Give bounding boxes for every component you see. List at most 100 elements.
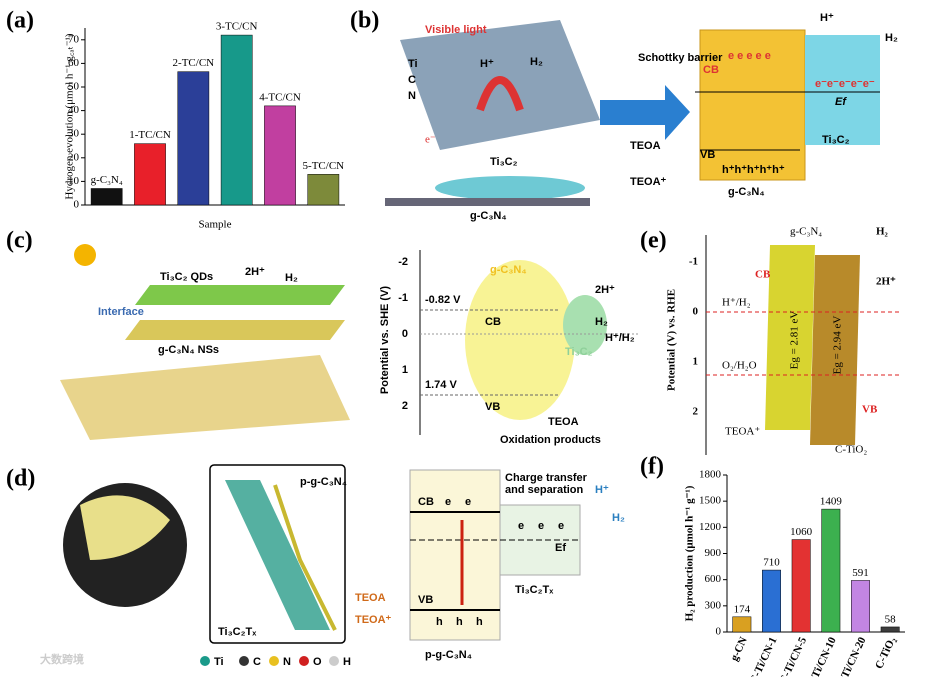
label: H₂ [612, 512, 625, 524]
label: Ti [408, 58, 418, 70]
label: g-C₃N₄ [790, 226, 822, 238]
y-tick-label: 50 [68, 81, 80, 93]
gcn-band [765, 245, 815, 430]
label: Ti₃C₂ [490, 156, 518, 168]
sun [74, 244, 96, 266]
y-axis-label: Hydrogen evolution (μmol h⁻¹ g꜀ₐₜ⁻¹) [64, 33, 76, 199]
y-tick-label: 1800 [699, 469, 722, 481]
sheet [80, 495, 170, 560]
label: VB [485, 401, 500, 413]
x-tick-label: C-Ti/CN-5 [777, 635, 809, 677]
value-label: 174 [734, 603, 751, 615]
label: g-C₃N₄ [470, 210, 507, 222]
tick-label: 2 [693, 406, 699, 418]
label: H₂ [285, 272, 298, 284]
label: e [445, 496, 451, 508]
y-tick-label: 300 [705, 599, 722, 611]
category-label: 5-TC/CN [303, 160, 345, 172]
tio2-band [810, 255, 860, 445]
label: CB [418, 496, 434, 508]
label: Ef [555, 542, 566, 554]
y-tick-label: 10 [68, 175, 80, 187]
y-tick-label: 1200 [699, 521, 722, 533]
label: h [436, 616, 443, 628]
y-tick-label: 900 [705, 547, 722, 559]
label: Ti₃C₂ [565, 346, 593, 358]
category-label: g-C₃N₄ [91, 174, 123, 186]
label: H⁺ [480, 58, 494, 70]
label: e [465, 496, 471, 508]
label: e e e e e [728, 50, 771, 62]
bar [90, 188, 123, 206]
y-tick-label: 0 [74, 199, 80, 211]
tick-label: 0 [402, 328, 408, 340]
ti3c2-layer [435, 176, 585, 200]
panel-label: (c) [6, 228, 33, 254]
x-tick-label: g-CN [728, 635, 749, 663]
y-tick-label: 70 [68, 33, 80, 45]
label: VB [700, 149, 715, 161]
bar [177, 71, 210, 206]
qds-layer [135, 285, 345, 305]
panel-label: (f) [640, 454, 664, 480]
label: e [558, 520, 564, 532]
mxene [225, 480, 330, 630]
bar [880, 626, 900, 633]
label: e⁻ [425, 134, 436, 146]
label: TEOA [548, 416, 579, 428]
value-label: 710 [763, 557, 780, 569]
label: Ti₃C₂ QDs [160, 271, 213, 283]
label: h [476, 616, 483, 628]
label: H₂ [876, 226, 889, 238]
pgcn-block [409, 469, 501, 641]
label: C [408, 74, 416, 86]
label: H₂ [595, 316, 608, 328]
legend: Ti [214, 656, 224, 668]
label: TEOA [355, 592, 386, 604]
gcn-block [699, 29, 806, 181]
label: Eg = 2.94 eV [832, 316, 844, 375]
label: O₂/H₂O [722, 360, 757, 372]
label: TEOA⁺ [630, 176, 667, 188]
legend-dot [200, 656, 210, 666]
y-tick-label: 30 [68, 128, 80, 140]
bar [821, 508, 841, 633]
panel-b: Visible light Ti C N H⁺ H₂ e⁻ Ti₃C₂ g-C₃… [385, 12, 898, 222]
label: Visible light [425, 24, 487, 36]
label: CB [755, 269, 771, 281]
label: Oxidation products [500, 434, 601, 446]
tick-label: -1 [689, 256, 698, 268]
y-tick-label: 40 [68, 104, 80, 116]
legend: O [313, 656, 322, 668]
legend: C [253, 656, 261, 668]
sheet [60, 355, 350, 440]
label: 2H⁺ [595, 284, 615, 296]
pgcn [273, 484, 337, 631]
y-tick-label: 60 [68, 57, 80, 69]
label: H⁺ [820, 12, 834, 24]
panel-label: (b) [350, 8, 379, 34]
label: TEOA [630, 140, 661, 152]
category-label: 3-TC/CN [216, 21, 258, 33]
label: CB [485, 316, 501, 328]
label: C-TiO₂ [835, 444, 867, 456]
label: H⁺/H₂ [722, 297, 751, 309]
axis-label: Potential (V) vs. RHE [666, 289, 678, 391]
panel-label: (d) [6, 466, 35, 492]
label: Ef [835, 96, 847, 108]
category-label: 2-TC/CN [173, 57, 215, 69]
y-tick-label: 600 [705, 573, 722, 585]
bar [762, 569, 781, 633]
y-tick-label: 0 [716, 626, 722, 638]
label: g-C₃N₄ [490, 264, 527, 276]
panel-label: (a) [6, 8, 34, 34]
label: p-g-C₃N₄ [425, 649, 472, 661]
tick-label: 0 [693, 306, 699, 318]
x-tick-label: C-Ti/CN-20 [834, 635, 869, 677]
label: Ti₃C₂Tₓ [218, 626, 257, 638]
category-label: 1-TC/CN [129, 129, 171, 141]
legend-dot [239, 656, 249, 666]
label: Ti₃C₂ [822, 134, 850, 146]
label: N [408, 90, 416, 102]
